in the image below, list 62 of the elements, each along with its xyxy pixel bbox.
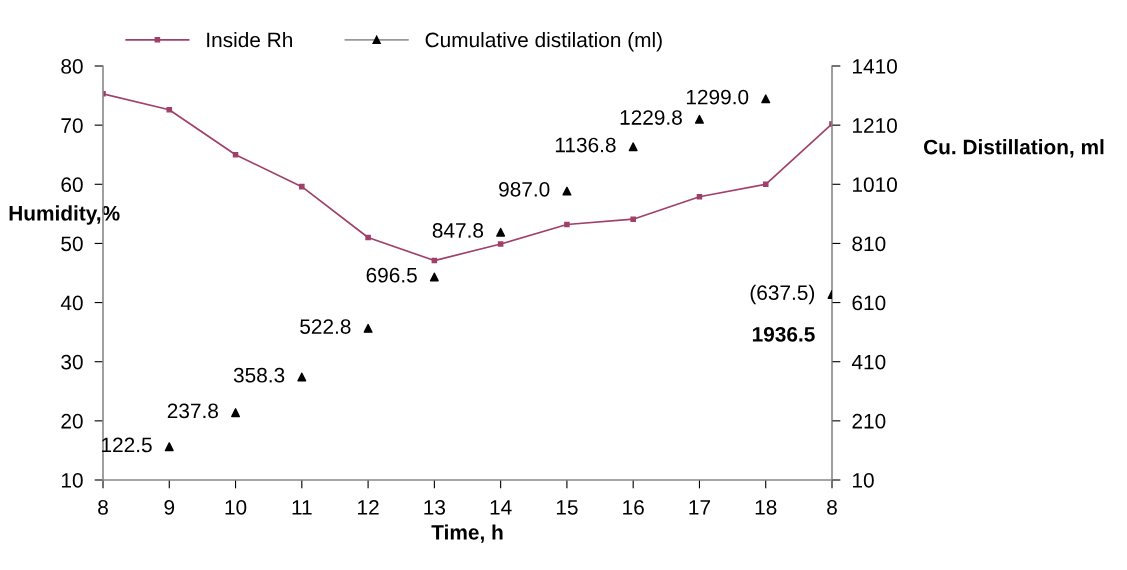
y-axis-title: Humidity,%: [9, 205, 120, 225]
y-tick-label: 10: [61, 473, 83, 488]
x-tick-label: 16: [623, 499, 644, 515]
x-tick-label: 8: [98, 499, 108, 515]
legend-label: Inside Rh: [207, 32, 292, 48]
point: [297, 372, 307, 382]
y-tick-label: 70: [61, 118, 83, 133]
y2-tick-label: 1410: [853, 59, 897, 74]
point: [496, 227, 506, 237]
point: [694, 114, 704, 124]
point: [761, 94, 771, 104]
data-label: 1136.8: [555, 137, 616, 153]
data-label: 237.8: [167, 403, 218, 419]
data-label: 696.5: [366, 267, 417, 283]
y-tick-label: 30: [61, 354, 83, 370]
data-label: 987.0: [499, 181, 550, 197]
point: [564, 221, 570, 228]
x-tick-label: 10: [225, 499, 247, 515]
x-tick-label: 13: [424, 499, 446, 515]
point: [762, 181, 769, 188]
x-tick-label: 8: [827, 499, 837, 515]
y2-tick-label: 210: [852, 413, 886, 429]
y2-axis-title: Cu. Distillation, ml: [923, 139, 1104, 158]
data-label: 522.8: [300, 319, 351, 334]
y-tick-label: 60: [61, 177, 83, 193]
y-tick-label: 50: [61, 236, 83, 252]
data-label: 1299.0: [686, 89, 749, 105]
point: [429, 272, 439, 282]
point: [299, 183, 305, 190]
legend-label: Cumulative distilation (ml): [425, 32, 662, 52]
data-label: 358.3: [233, 367, 285, 383]
point: [231, 408, 241, 418]
x-tick-label: 9: [164, 499, 175, 515]
y2-tick-label: 1210: [853, 118, 897, 133]
point: [365, 234, 371, 241]
annotation: 1936.5: [752, 326, 815, 342]
x-tick-label: 14: [490, 500, 512, 515]
y2-tick-label: 810: [852, 236, 886, 252]
y2-tick-label: 10: [853, 473, 874, 488]
x-tick-label: 12: [358, 499, 379, 515]
x-tick-label: 18: [755, 499, 777, 515]
point: [630, 216, 636, 222]
point: [166, 106, 173, 113]
point: [363, 323, 373, 333]
x-tick-label: 17: [689, 500, 710, 515]
y2-tick-label: 1010: [853, 177, 897, 193]
y-tick-label: 20: [61, 413, 83, 429]
data-label: 1229.8: [620, 110, 682, 125]
point: [562, 186, 572, 196]
y2-tick-label: 410: [851, 354, 886, 370]
point: [164, 442, 174, 452]
y-tick-label: 40: [60, 295, 83, 311]
x-tick-label: 15: [556, 500, 578, 515]
x-axis-title: Time, h: [431, 524, 503, 543]
y-tick-label: 80: [61, 59, 83, 74]
data-label: (637.5): [750, 284, 815, 305]
point: [628, 142, 638, 152]
point: [497, 241, 504, 247]
x-tick-label: 11: [292, 500, 312, 515]
data-label: 122.5: [102, 437, 152, 453]
y2-tick-label: 610: [852, 295, 886, 311]
data-label: 847.8: [432, 223, 484, 238]
